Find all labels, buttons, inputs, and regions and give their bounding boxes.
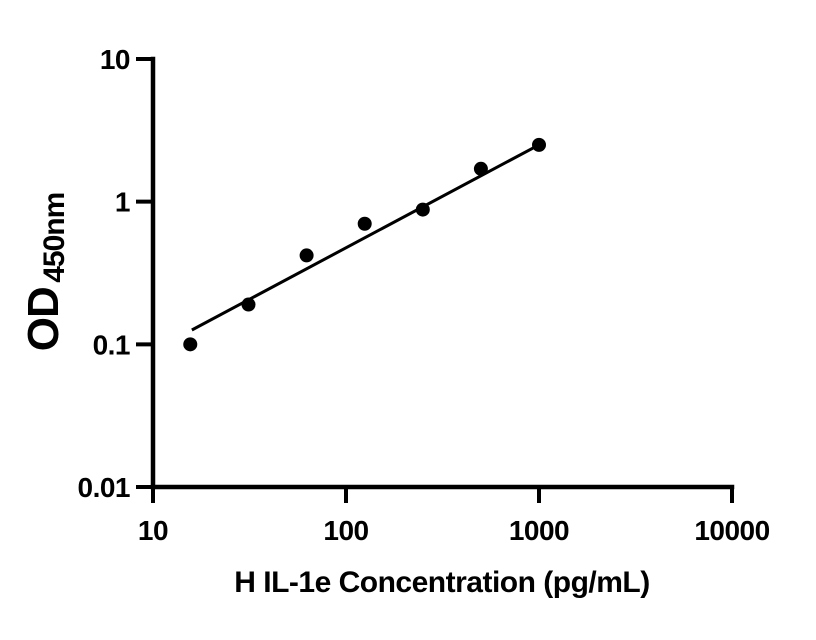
y-axis-title-subscript: 450nm [38,193,71,283]
data-point [415,202,430,217]
data-point [241,297,256,312]
x-tick-label: 10 [138,515,168,546]
x-tick-label: 1000 [509,515,569,546]
y-tick-label: 0.1 [93,329,130,360]
data-point [183,337,198,352]
y-axis-title-base: OD [19,287,68,351]
data-point [299,248,314,263]
y-ticks: 10 1 0.1 0.01 [78,44,153,503]
x-ticks: 10 100 1000 10000 [138,487,770,546]
y-tick-label: 10 [100,44,130,75]
y-axis-title: OD 450nm [19,193,71,352]
data-point [357,216,372,231]
plot-area: 10 1 0.1 0.01 10 100 1000 10000 H IL-1e Concen… [19,44,770,599]
data-point [473,161,488,176]
x-tick-label: 10000 [694,515,769,546]
y-tick-label: 0.01 [78,472,131,503]
y-tick-label: 1 [115,187,130,218]
x-axis-title: H IL-1e Concentration (pg/mL) [234,566,650,599]
data-points [183,137,546,352]
data-point [532,137,546,152]
x-tick-label: 100 [323,515,368,546]
